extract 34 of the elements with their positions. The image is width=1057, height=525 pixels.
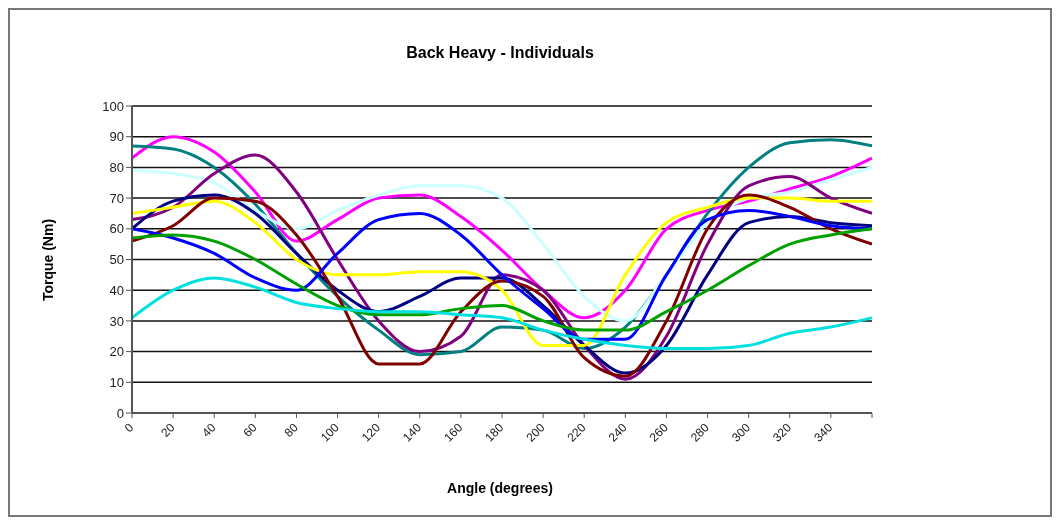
x-tick-label: 320	[770, 420, 795, 445]
y-axis-title: Torque (Nm)	[40, 218, 56, 302]
x-tick-label: 220	[564, 420, 589, 445]
x-tick-label: 180	[482, 420, 507, 445]
y-tick-label: 90	[109, 129, 124, 145]
x-tick-label: 0	[121, 420, 137, 436]
x-tick-label: 240	[605, 420, 630, 445]
x-tick-label: 340	[811, 420, 836, 445]
x-tick-label: 100	[317, 420, 343, 445]
x-tick-label: 20	[158, 420, 178, 440]
y-tick-label: 40	[109, 282, 124, 298]
y-tick-label: 50	[109, 252, 124, 268]
x-tick-label: 300	[728, 420, 754, 445]
chart-title: Back Heavy - Individuals	[405, 44, 595, 62]
x-tick-label: 280	[687, 420, 713, 445]
x-tick-label: 120	[358, 420, 384, 445]
y-tick-label: 60	[109, 221, 124, 237]
y-tick-label: 30	[109, 313, 124, 329]
x-tick-label: 40	[199, 420, 219, 440]
x-tick-label: 200	[523, 420, 548, 445]
x-tick-label: 60	[240, 420, 260, 440]
y-tick-label: 80	[109, 160, 124, 176]
y-tick-label: 100	[102, 98, 124, 114]
x-axis-title: Angle (degrees)	[446, 480, 554, 496]
line-series	[132, 227, 872, 332]
y-tick-label: 0	[116, 405, 124, 421]
x-tick-label: 160	[441, 420, 466, 445]
y-tick-label: 70	[109, 190, 124, 206]
line-series	[132, 276, 872, 351]
y-tick-label: 10	[109, 374, 124, 390]
x-tick-label: 140	[400, 420, 425, 445]
x-tick-label: 80	[281, 420, 302, 440]
x-tick-label: 260	[646, 420, 672, 445]
y-tick-label: 20	[109, 344, 124, 360]
